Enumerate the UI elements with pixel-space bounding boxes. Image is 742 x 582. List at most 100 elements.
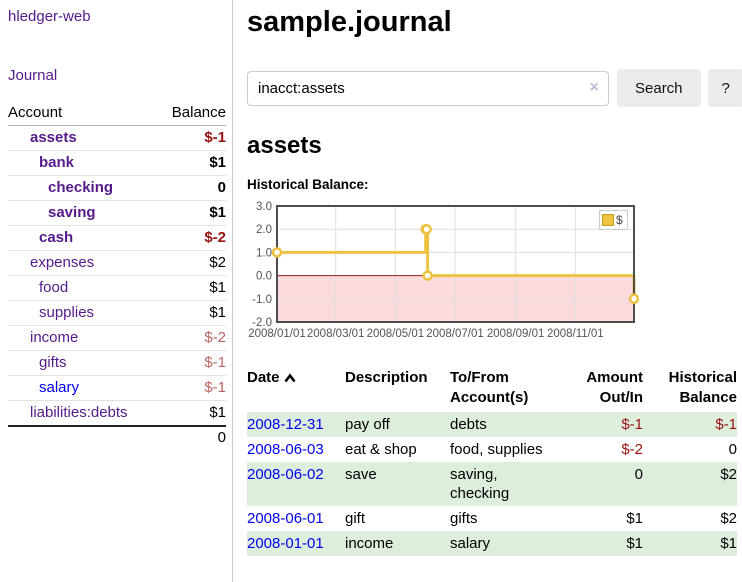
register-cell-balance: $-1 — [715, 416, 737, 433]
svg-text:2008/03/01: 2008/03/01 — [307, 328, 365, 340]
account-balance: 0 — [157, 175, 226, 201]
search-form: × Search ? — [247, 69, 742, 107]
legend-label: $ — [616, 213, 623, 227]
register-cell-accounts: saving, checking — [450, 466, 510, 502]
page-title: sample.journal — [247, 6, 452, 38]
register-cell-accounts: debts — [450, 416, 487, 433]
balance-chart: 3.0 2.0 1.0 0.0 -1.0 -2.0 2008/01/01 2008/03/01… — [247, 199, 639, 343]
accounts-total-row: 0 — [8, 425, 226, 450]
register-cell-accounts: gifts — [450, 510, 478, 527]
account-balance: $1 — [157, 150, 226, 176]
account-balance: $1 — [157, 300, 226, 326]
account-row: checking 0 — [8, 175, 226, 201]
account-balance: $-1 — [157, 350, 226, 376]
register-cell-date: 2008-06-01 — [247, 506, 345, 531]
register-cell-accounts: salary — [450, 535, 491, 552]
account-row: food $1 — [8, 275, 226, 301]
account-link[interactable]: assets — [30, 129, 77, 146]
account-link[interactable]: expenses — [30, 254, 95, 271]
account-balance: $-2 — [157, 325, 226, 351]
register-row: 2008-12-31 pay off debts $-1 $-1 — [247, 412, 737, 437]
register-header-row: Date Description To/From Account(s) Amou… — [247, 366, 737, 412]
chart-title: Historical Balance: — [247, 177, 369, 192]
register-header-description: Description — [345, 369, 428, 386]
register-cell-date: 2008-01-01 — [247, 531, 345, 556]
accounts-total-value: 0 — [157, 425, 226, 450]
account-link[interactable]: checking — [48, 179, 114, 196]
account-row: gifts $-1 — [8, 350, 226, 376]
clear-search-icon[interactable]: × — [589, 78, 599, 96]
account-balance: $-2 — [157, 225, 226, 251]
register-cell-amount: 0 — [634, 466, 643, 483]
svg-text:0.0: 0.0 — [256, 271, 272, 283]
register-header-accounts: To/From Account(s) — [450, 369, 529, 406]
register-cell-amount: $-1 — [621, 416, 643, 433]
register-row: 2008-06-03 eat & shop food, supplies $-2 0 — [247, 437, 737, 462]
register-header-date-label: Date — [247, 369, 280, 386]
svg-text:2008/05/01: 2008/05/01 — [367, 328, 425, 340]
sort-ascending-icon — [283, 373, 296, 383]
register-header-balance: Historical Balance — [668, 369, 737, 406]
account-link[interactable]: salary — [39, 379, 80, 396]
account-link[interactable]: income — [30, 329, 79, 346]
account-link[interactable]: liabilities:debts — [30, 404, 128, 421]
register-table: Date Description To/From Account(s) Amou… — [247, 366, 737, 556]
account-link[interactable]: food — [39, 279, 69, 296]
transaction-date-link[interactable]: 2008-01-01 — [247, 535, 324, 552]
register-table-body: 2008-12-31 pay off debts $-1 $-1 2008-06-03 ea… — [247, 412, 737, 556]
account-balance: $-1 — [157, 125, 226, 151]
svg-text:2008/07/01: 2008/07/01 — [426, 328, 484, 340]
transaction-date-link[interactable]: 2008-06-01 — [247, 510, 324, 527]
legend-swatch-icon — [602, 214, 614, 226]
main-content: sample.journal × Search ? assets Histori… — [233, 0, 742, 582]
register-row: 2008-06-02 save saving, checking 0 $2 — [247, 462, 737, 506]
app-title-link[interactable]: hledger-web — [8, 8, 91, 25]
register-cell-description: pay off — [345, 416, 390, 433]
sidebar: hledger-web Journal Account Balance asse… — [0, 0, 233, 582]
register-cell-amount: $-2 — [621, 441, 643, 458]
register-row: 2008-01-01 income salary $1 $1 — [247, 531, 737, 556]
svg-text:2.0: 2.0 — [256, 224, 272, 236]
svg-text:2008/11/01: 2008/11/01 — [547, 328, 604, 340]
transaction-date-link[interactable]: 2008-12-31 — [247, 416, 324, 433]
register-cell-description: eat & shop — [345, 441, 417, 458]
account-link[interactable]: supplies — [39, 304, 95, 321]
account-link[interactable]: bank — [39, 154, 75, 171]
account-link[interactable]: saving — [48, 204, 96, 221]
account-row: expenses $2 — [8, 250, 226, 276]
account-row: income $-2 — [8, 325, 226, 351]
register-cell-balance: $1 — [720, 535, 737, 552]
sidebar-item-journal[interactable]: Journal — [8, 67, 58, 84]
register-cell-date: 2008-06-03 — [247, 437, 345, 462]
register-cell-date: 2008-06-02 — [247, 462, 345, 506]
account-link[interactable]: cash — [39, 229, 74, 246]
account-row: salary $-1 — [8, 375, 226, 401]
account-link[interactable]: gifts — [39, 354, 67, 371]
register-cell-description: save — [345, 466, 377, 483]
account-balance: $1 — [157, 400, 226, 427]
svg-text:3.0: 3.0 — [256, 201, 272, 213]
accounts-header-account: Account — [8, 101, 158, 126]
register-cell-accounts: food, supplies — [450, 441, 543, 458]
account-row: assets $-1 — [8, 125, 226, 151]
account-row: supplies $1 — [8, 300, 226, 326]
register-header-amount: Amount Out/In — [586, 369, 643, 406]
search-button[interactable]: Search — [617, 69, 701, 107]
svg-text:-2.0: -2.0 — [252, 317, 272, 329]
account-row: liabilities:debts $1 — [8, 400, 226, 427]
account-heading: assets — [247, 132, 322, 159]
transaction-date-link[interactable]: 2008-06-02 — [247, 466, 324, 483]
register-cell-description: income — [345, 535, 394, 552]
help-button[interactable]: ? — [707, 69, 742, 107]
svg-text:-1.0: -1.0 — [252, 294, 272, 306]
search-input[interactable] — [247, 70, 609, 106]
register-cell-amount: $1 — [626, 535, 643, 552]
account-balance: $2 — [157, 250, 226, 276]
account-row: saving $1 — [8, 200, 226, 226]
register-cell-balance: $2 — [720, 466, 737, 483]
accounts-table: Account Balance assets $-1 bank $1 checking 0… — [8, 101, 226, 450]
accounts-total-spacer — [8, 425, 158, 450]
transaction-date-link[interactable]: 2008-06-03 — [247, 441, 324, 458]
